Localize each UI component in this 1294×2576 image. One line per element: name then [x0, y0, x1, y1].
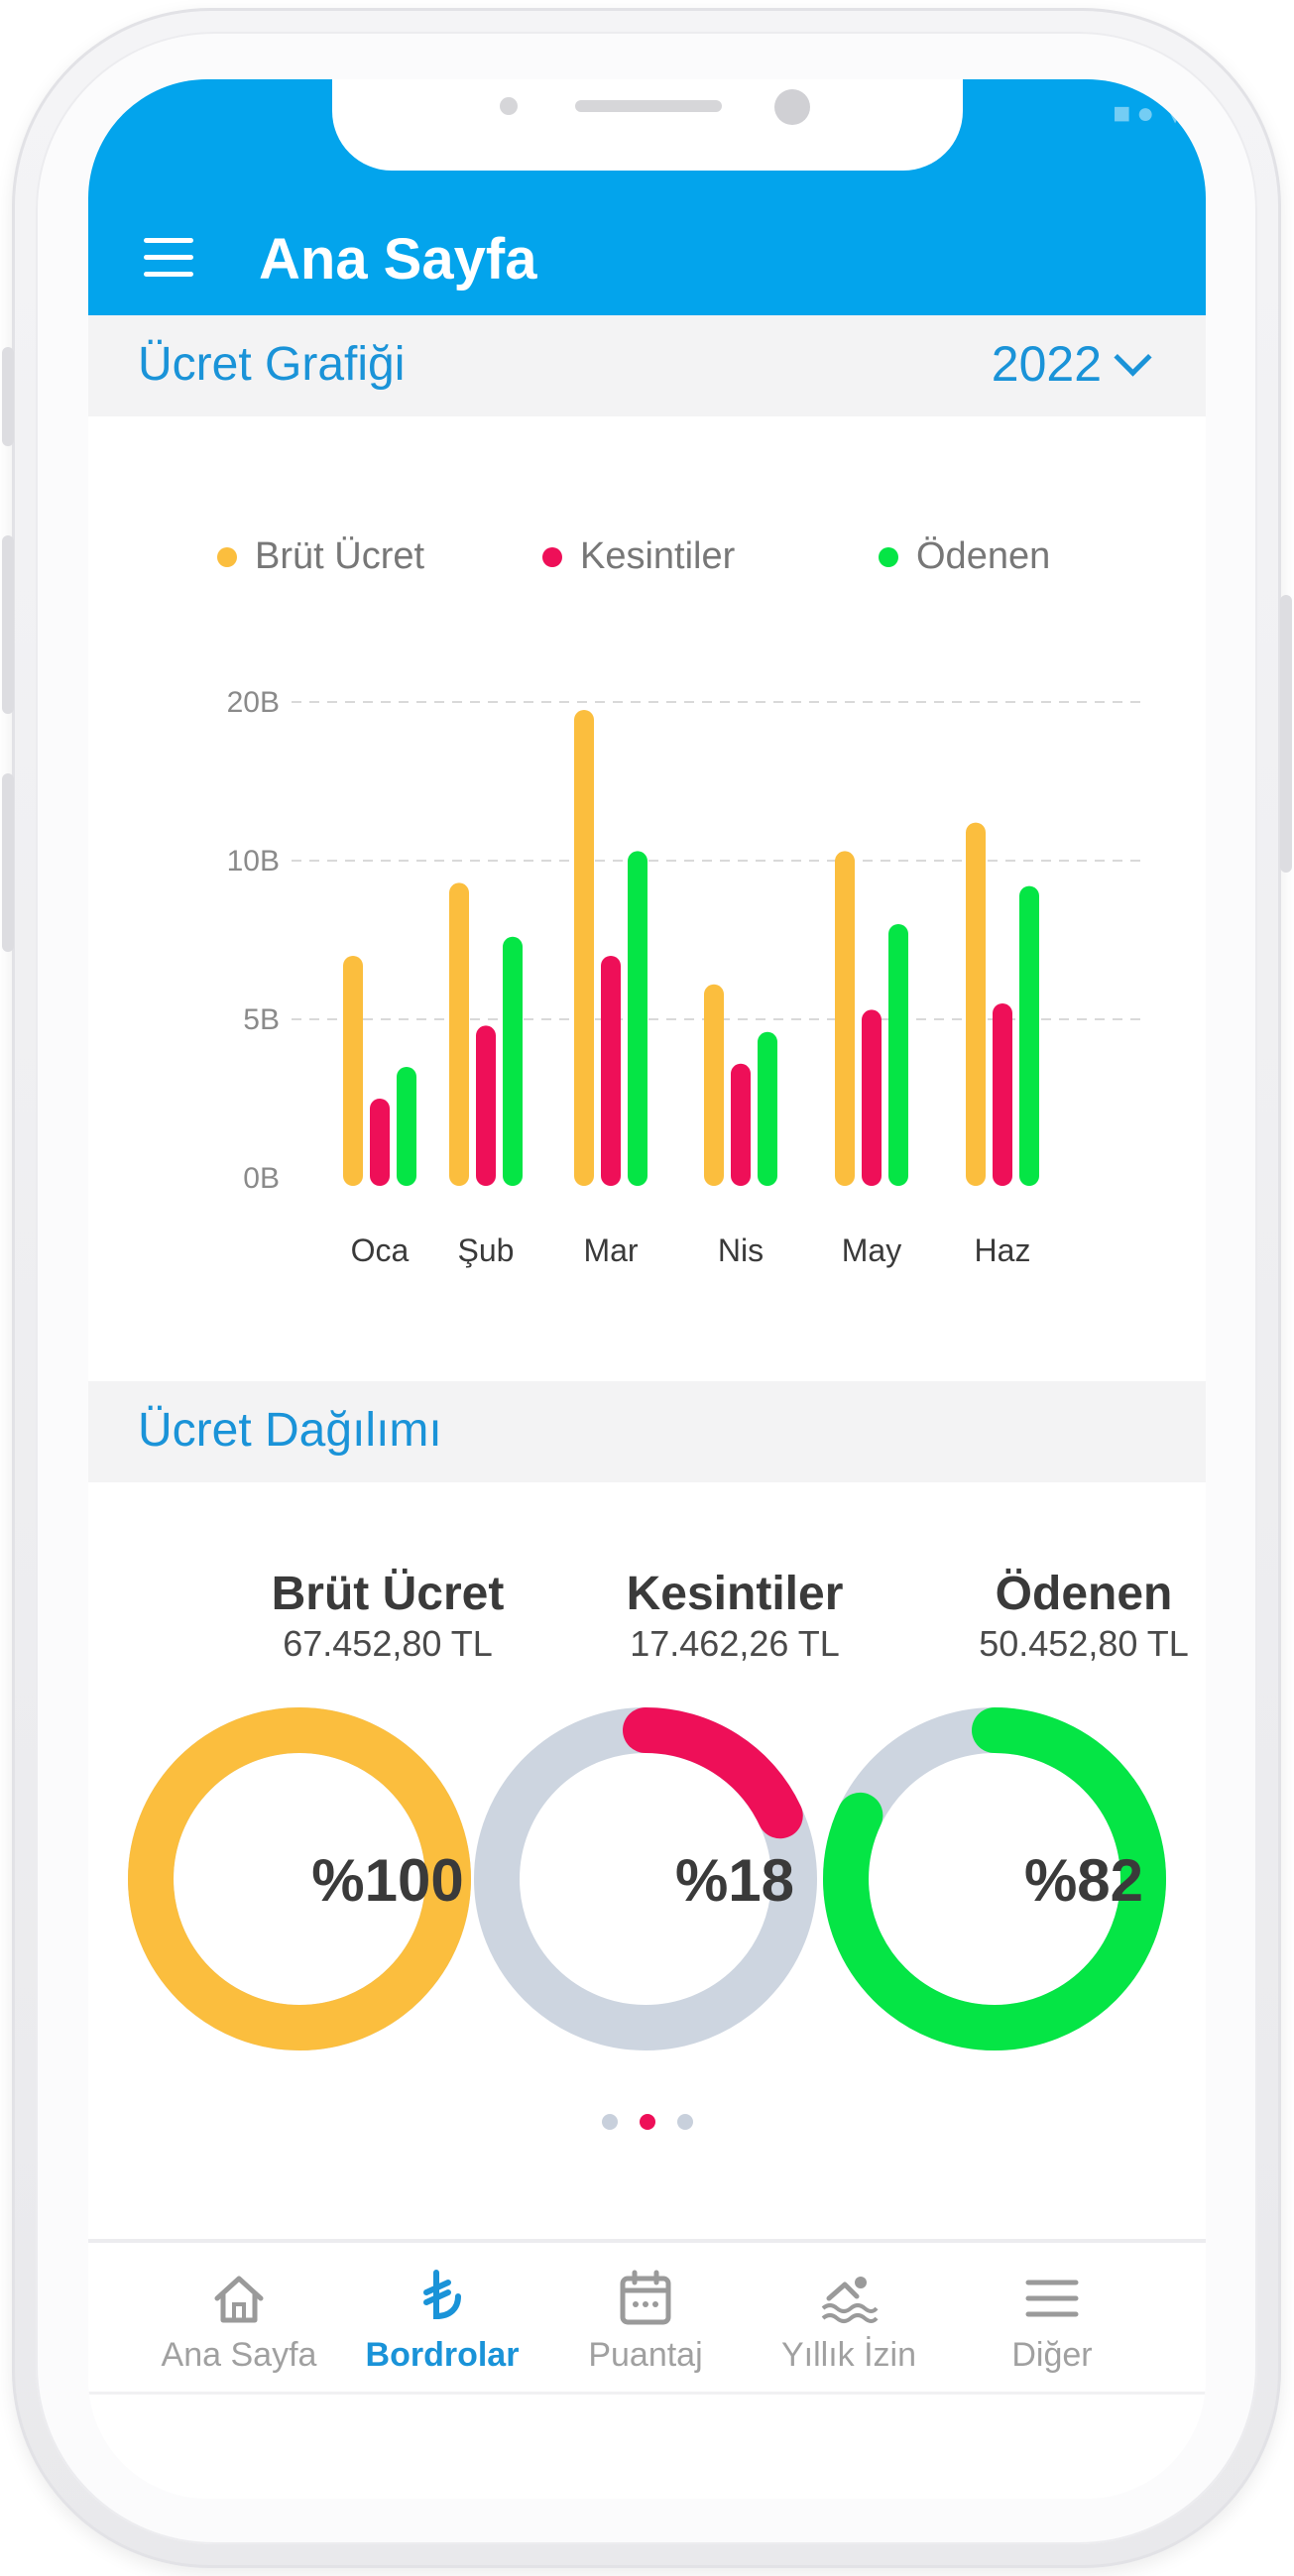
home-icon — [140, 2269, 338, 2328]
legend-dot-paid — [879, 546, 898, 567]
donut-percent-gross: %100 — [311, 1847, 464, 1914]
legend-label-paid: Ödenen — [916, 535, 1051, 577]
menu-icon — [953, 2269, 1151, 2328]
nav-label-annual-leave: Yıllık İzin — [780, 2336, 917, 2374]
donut-progress — [474, 1707, 817, 2050]
bar-Haz-0 — [966, 822, 986, 1186]
bar-Oca-1 — [370, 1099, 390, 1186]
donut-label-paid: Ödenen 50.452,80 TL — [905, 1567, 1206, 1665]
bar-Haz-2 — [1019, 885, 1039, 1186]
hamburger-menu-icon[interactable] — [144, 238, 193, 278]
y-tick-label: 10B — [227, 845, 280, 878]
carousel-pager[interactable] — [88, 2114, 1206, 2130]
donut-name: Kesintiler — [626, 1568, 844, 1620]
bar-May-1 — [862, 1009, 882, 1186]
pager-dot[interactable] — [676, 2114, 693, 2130]
power-button — [1280, 595, 1292, 873]
bar-Mar-2 — [628, 851, 647, 1186]
front-camera — [774, 89, 810, 125]
bar-Oca-0 — [343, 956, 363, 1186]
notch — [332, 79, 963, 171]
y-tick-label: 0B — [243, 1162, 280, 1195]
nav-label-home: Ana Sayfa — [161, 2336, 317, 2374]
legend-item-deductions: Kesintiler — [542, 535, 735, 578]
volume-button — [2, 535, 14, 714]
salary-chart-header: Ücret Grafiği 2022 — [88, 315, 1206, 416]
x-tick-label: Nis — [718, 1232, 764, 1268]
x-tick-label: Oca — [351, 1232, 410, 1268]
nav-item-payrolls[interactable]: Bordrolar — [343, 2269, 541, 2375]
bar-Şub-0 — [449, 882, 469, 1186]
legend-dot-gross — [217, 546, 237, 567]
legend-label-deductions: Kesintiler — [580, 535, 736, 577]
donut-label-deductions: Kesintiler 17.462,26 TL — [556, 1567, 913, 1665]
app-screen: ■●▼ Ana Sayfa Ücret Grafiği 2022 Brüt Üc… — [88, 79, 1206, 2499]
bar-Şub-2 — [503, 936, 523, 1186]
donut-progress — [128, 1707, 471, 2050]
x-tick-label: Şub — [458, 1232, 515, 1268]
x-tick-label: Haz — [975, 1232, 1031, 1268]
donut-percent-deductions: %18 — [674, 1847, 795, 1914]
nav-item-attendance[interactable]: Puantaj — [546, 2269, 745, 2375]
bar-May-0 — [835, 851, 855, 1186]
status-icons: ■●▼ — [1113, 97, 1196, 130]
bar-Haz-1 — [993, 1003, 1012, 1186]
donut-progress — [823, 1707, 1166, 2050]
speaker — [575, 100, 722, 112]
distribution-title: Ücret Dağılımı — [138, 1404, 442, 1457]
app-bar: Ana Sayfa — [88, 208, 1206, 315]
x-tick-label: May — [842, 1232, 901, 1268]
nav-item-home[interactable]: Ana Sayfa — [140, 2269, 338, 2375]
y-tick-label: 5B — [243, 1003, 280, 1036]
distribution-donuts — [128, 1707, 1166, 2050]
donut-amount: 67.452,80 TL — [283, 1623, 493, 1664]
legend-dot-deductions — [542, 546, 562, 567]
pager-dot-active[interactable] — [639, 2114, 655, 2130]
calendar-icon — [546, 2269, 745, 2328]
bar-Nis-2 — [758, 1031, 777, 1186]
donut-name: Ödenen — [995, 1568, 1173, 1620]
donut-percent-paid: %82 — [1023, 1847, 1144, 1914]
salary-chart-title: Ücret Grafiği — [138, 338, 406, 391]
bar-May-2 — [888, 924, 908, 1186]
legend-label-gross: Brüt Ücret — [255, 535, 425, 577]
x-tick-label: Mar — [583, 1232, 638, 1268]
swimmer-icon — [750, 2269, 948, 2328]
bar-Nis-1 — [731, 1063, 751, 1186]
bottom-navigation: Ana Sayfa Bordrolar Puantaj Yıllık İzin … — [88, 2239, 1206, 2395]
bar-Şub-1 — [476, 1025, 496, 1186]
year-dropdown[interactable]: 2022 — [991, 335, 1152, 393]
page-title: Ana Sayfa — [259, 227, 537, 292]
bar-Nis-0 — [704, 984, 724, 1186]
bar-Oca-2 — [397, 1067, 416, 1186]
nav-item-more[interactable]: Diğer — [953, 2269, 1151, 2375]
donut-amount: 50.452,80 TL — [979, 1623, 1189, 1664]
salary-bar-chart: 0B 5B 10B 20B Oca Şub Mar Nis May Haz — [227, 686, 1144, 1268]
sensor — [500, 97, 518, 115]
y-tick-label: 20B — [227, 686, 280, 719]
donut-label-gross: Brüt Ücret 67.452,80 TL — [209, 1567, 566, 1665]
pager-dot[interactable] — [601, 2114, 618, 2130]
volume-button — [2, 773, 14, 952]
nav-label-payrolls: Bordrolar — [365, 2336, 520, 2374]
bar-Mar-1 — [601, 956, 621, 1186]
distribution-header: Ücret Dağılımı — [88, 1381, 1206, 1482]
donut-name: Brüt Ücret — [271, 1568, 505, 1620]
legend-item-paid: Ödenen — [879, 535, 1050, 578]
year-value: 2022 — [991, 336, 1102, 392]
nav-label-attendance: Puantaj — [588, 2336, 703, 2374]
bar-Mar-0 — [574, 710, 594, 1186]
nav-label-more: Diğer — [1011, 2336, 1093, 2374]
volume-button — [2, 347, 14, 446]
nav-item-annual-leave[interactable]: Yıllık İzin — [750, 2269, 948, 2375]
donut-amount: 17.462,26 TL — [630, 1623, 840, 1664]
legend-item-gross: Brüt Ücret — [217, 535, 424, 578]
lira-icon — [343, 2269, 541, 2328]
chart-legend: Brüt Ücret Kesintiler Ödenen — [88, 535, 1206, 595]
